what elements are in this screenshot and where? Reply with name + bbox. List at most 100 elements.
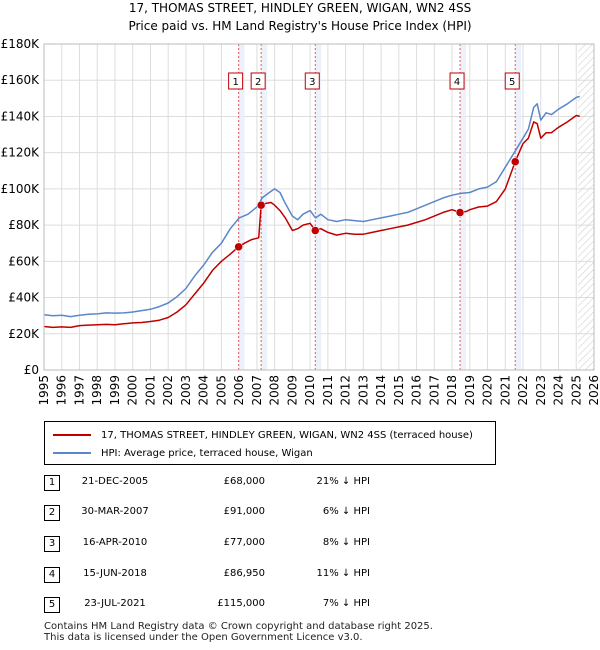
sale-date: 16-APR-2010: [82, 537, 148, 548]
x-tick-label: 2011: [321, 375, 335, 406]
sale-label-box: [228, 72, 244, 90]
sale-label-text: 2: [255, 77, 261, 88]
sale-label-box: [504, 72, 520, 90]
sale-hpi-diff: 7% ↓ HPI: [322, 598, 370, 609]
sale-point: [256, 200, 266, 210]
x-tick-label: 1997: [72, 375, 86, 406]
x-tick-label: 2024: [552, 375, 566, 406]
x-tick-label: 2026: [587, 375, 600, 406]
legend-item-hpi: HPI: Average price, terraced house, Wiga…: [53, 445, 313, 461]
forecast-layer: [578, 44, 594, 370]
x-tick-label: 2023: [534, 375, 548, 406]
x-tick-label: 2013: [356, 375, 370, 406]
y-tick-label: £60K: [8, 254, 40, 268]
sale-price: £115,000: [217, 598, 265, 609]
chart-title: 17, THOMAS STREET, HINDLEY GREEN, WIGAN,…: [128, 1, 472, 15]
sale-price: £77,000: [223, 537, 265, 548]
sale-number-badge: 3: [44, 536, 60, 552]
x-tick-label: 1995: [37, 375, 51, 406]
footer-license: This data is licensed under the Open Gov…: [44, 632, 363, 643]
x-tick-label: 2009: [285, 375, 299, 406]
legend-hpi-label: HPI: Average price, terraced house, Wiga…: [101, 447, 313, 459]
x-tick-label: 2018: [445, 375, 459, 406]
sale-price: £91,000: [223, 506, 265, 517]
x-tick-label: 2005: [214, 375, 228, 406]
x-tick-label: 2025: [569, 375, 583, 406]
series-layer: [43, 95, 580, 329]
forecast-hatch: [578, 44, 594, 370]
x-tick-label: 1998: [90, 375, 104, 406]
x-tick-label: 2022: [516, 375, 530, 406]
x-tick-label: 1996: [55, 375, 69, 406]
sale-price: £68,000: [223, 476, 265, 487]
legend-property-line: [53, 434, 91, 436]
x-tick-label: 2004: [197, 375, 211, 406]
sale-point: [455, 208, 465, 217]
sale-hpi-diff: 8% ↓ HPI: [322, 537, 370, 548]
sale-hpi-diff: 11% ↓ HPI: [316, 568, 370, 579]
x-tick-label: 2021: [498, 375, 512, 406]
sale-number-badge: 2: [44, 505, 60, 521]
sale-point: [510, 157, 520, 166]
sale-row: 5 23-JUL-2021 £115,000 7% ↓ HPI: [0, 597, 600, 615]
sale-point: [234, 242, 243, 252]
sale-number-badge: 1: [44, 475, 60, 491]
sale-band: [238, 44, 245, 370]
plot-frame: [43, 43, 595, 371]
x-tick-label: 2014: [374, 375, 388, 406]
sale-date: 23-JUL-2021: [84, 598, 146, 609]
sale-hpi-diff: 6% ↓ HPI: [322, 506, 370, 517]
x-tick-label: 2007: [250, 375, 264, 406]
sale-band: [515, 44, 522, 370]
x-tick-label: 2001: [143, 375, 157, 406]
sale-row: 4 15-JUN-2018 £86,950 11% ↓ HPI: [0, 567, 600, 585]
series-line: [43, 95, 580, 318]
sale-label-box: [250, 72, 266, 90]
sale-price: £86,950: [223, 568, 265, 579]
y-tick-label: £160K: [1, 73, 41, 87]
sale-label-text: 1: [232, 77, 238, 88]
sale-label-box: [304, 72, 320, 90]
sale-date: 15-JUN-2018: [83, 568, 147, 579]
sale-date: 30-MAR-2007: [81, 506, 149, 517]
sale-label-text: 4: [454, 77, 460, 88]
series-line: [43, 114, 580, 329]
sale-band: [460, 44, 467, 370]
chart-subtitle: Price paid vs. HM Land Registry's House …: [128, 19, 472, 33]
legend: 17, THOMAS STREET, HINDLEY GREEN, WIGAN,…: [44, 421, 496, 465]
x-tick-label: 2017: [427, 375, 441, 406]
sale-date: 21-DEC-2005: [81, 476, 149, 487]
sale-row: 2 30-MAR-2007 £91,000 6% ↓ HPI: [0, 505, 600, 523]
sale-label-text: 5: [509, 77, 515, 88]
x-tick-label: 2010: [303, 375, 317, 406]
y-tick-label: £140K: [1, 109, 41, 123]
x-tick-label: 2008: [268, 375, 282, 406]
x-tick-label: 2012: [339, 375, 353, 406]
x-tick-label: 2003: [179, 375, 193, 406]
y-tick-label: £40K: [8, 291, 40, 305]
footer: Contains HM Land Registry data © Crown c…: [44, 621, 433, 643]
legend-property-label: 17, THOMAS STREET, HINDLEY GREEN, WIGAN,…: [101, 429, 473, 441]
sale-number-badge: 4: [44, 567, 60, 583]
sale-hpi-diff: 21% ↓ HPI: [316, 476, 370, 487]
footer-copyright: Contains HM Land Registry data © Crown c…: [44, 621, 433, 632]
legend-item-property: 17, THOMAS STREET, HINDLEY GREEN, WIGAN,…: [53, 427, 473, 443]
sale-row: 1 21-DEC-2005 £68,000 21% ↓ HPI: [0, 475, 600, 493]
sale-row: 3 16-APR-2010 £77,000 8% ↓ HPI: [0, 536, 600, 554]
sale-band: [315, 44, 322, 370]
x-tick-label: 2015: [392, 375, 406, 406]
sale-label-box: [449, 72, 465, 90]
y-tick-label: £0: [24, 363, 39, 377]
x-tick-label: 2000: [126, 375, 140, 406]
x-tick-label: 2006: [232, 375, 246, 406]
legend-hpi-line: [53, 452, 91, 454]
sale-label-text: 3: [309, 77, 315, 88]
sale-markers: [234, 157, 520, 252]
x-tick-label: 2002: [161, 375, 175, 406]
y-tick-label: £120K: [1, 146, 41, 160]
x-tick-label: 1999: [108, 375, 122, 406]
y-tick-label: £180K: [1, 37, 41, 51]
y-tick-label: £20K: [8, 327, 40, 341]
x-tick-label: 2019: [463, 375, 477, 406]
